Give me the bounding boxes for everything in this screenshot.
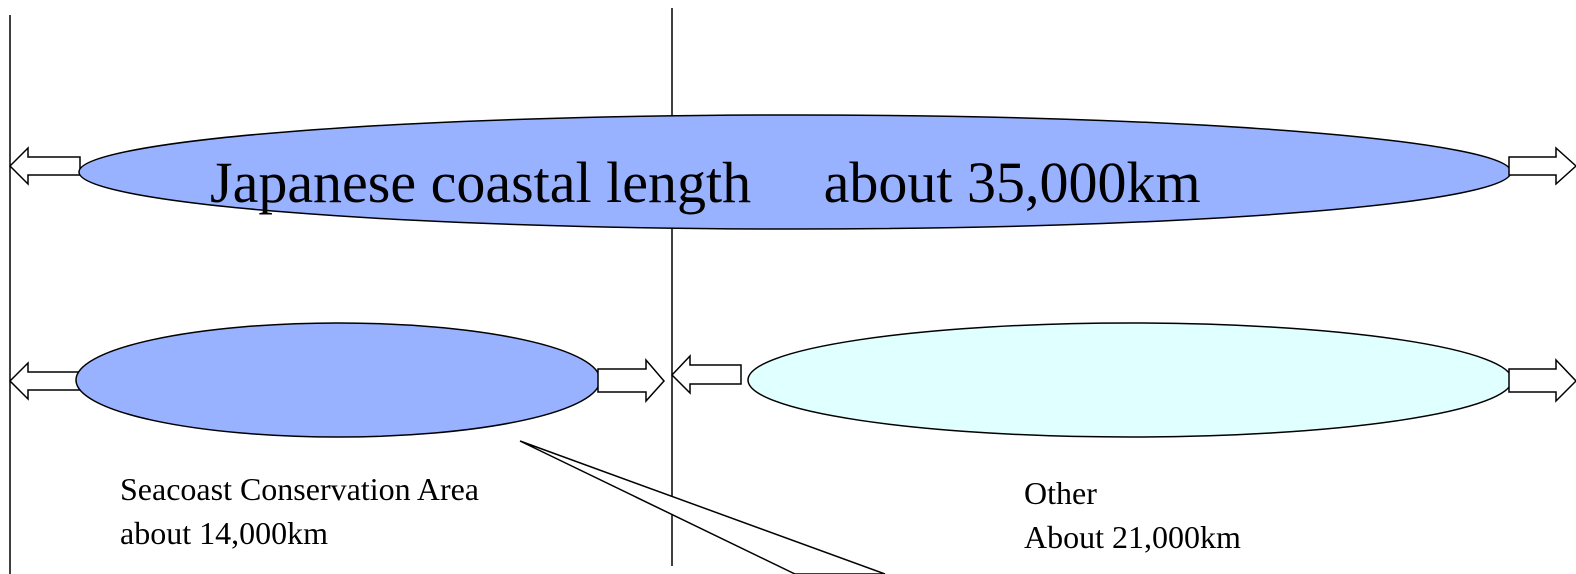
total-left-arrow	[8, 146, 81, 186]
callout-pointer	[519, 440, 886, 574]
total-length-value: about 35,000km	[823, 150, 1201, 215]
conservation-left-arrow	[8, 361, 81, 401]
other-coast-ellipse	[747, 322, 1513, 438]
conservation-right-arrow	[597, 357, 665, 403]
other-coast-name: Other	[1024, 475, 1097, 511]
total-length-label: Japanese coastal length	[210, 150, 752, 215]
total-right-arrow	[1508, 146, 1576, 186]
other-coast-label: Other About 21,000km	[1024, 471, 1241, 559]
conservation-area-length: about 14,000km	[120, 515, 328, 551]
total-length-title: Japanese coastal length about 35,000km	[210, 148, 1201, 218]
conservation-area-label: Seacoast Conservation Area about 14,000k…	[120, 467, 479, 555]
other-left-arrow	[670, 354, 742, 395]
other-right-arrow	[1508, 358, 1576, 403]
conservation-area-name: Seacoast Conservation Area	[120, 471, 479, 507]
conservation-area-ellipse	[75, 322, 601, 438]
other-coast-length: About 21,000km	[1024, 519, 1241, 555]
